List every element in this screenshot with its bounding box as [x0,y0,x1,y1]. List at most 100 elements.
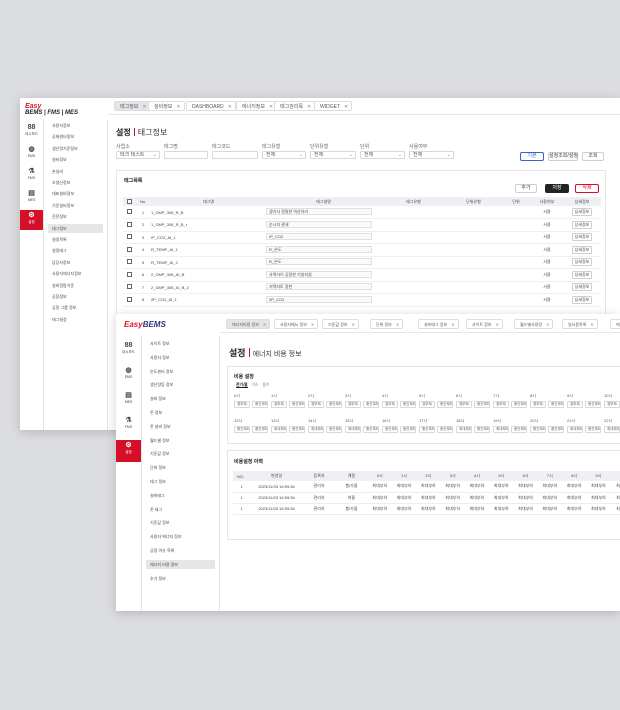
menu-item[interactable]: 설비알람기준 [52,282,75,288]
detail-button[interactable]: 상세정보 [571,283,593,292]
row-checkbox[interactable] [126,259,132,265]
filter-input-6[interactable]: 전체 ⌄ [409,151,454,159]
load-select-a[interactable]: 최대부하 ⌄ [456,426,472,433]
filter-input-1[interactable] [164,151,208,159]
rail-item-4[interactable]: ⚙ 설정 [20,210,43,230]
load-select-a[interactable]: 중간부하 ⌄ [530,426,546,433]
tab-1[interactable]: 설비정보 ✕ [148,101,185,111]
tab-2[interactable]: 기준값 정보 ✕ [322,319,359,329]
load-select-b[interactable]: 중간부하 ⌄ [437,426,453,433]
rail-item-0[interactable]: 88 대시보드 [20,122,43,142]
menu-item[interactable]: 태그설정 [52,316,67,322]
row-checkbox[interactable] [126,271,132,277]
table-row[interactable]: 2 1_GMP_308_R_B_r 순시지 관세 사용 상세정보 [123,218,601,232]
menu-item[interactable]: 설정목록 [52,237,67,242]
row-checkbox[interactable] [126,234,132,240]
menu-item[interactable]: 사용자정보 [52,123,71,128]
table-row[interactable]: 1 2023/11/03 16:59:36 관리자 봄/가을 최대부하 최대부하 최대부하 최… [233,481,620,493]
close-icon[interactable]: ✕ [351,322,355,327]
menu-item[interactable]: 추가 정보 [150,575,166,581]
tab-4[interactable]: 태그관리목 ✕ [274,101,316,111]
rail-item-2[interactable]: ▤ MES [116,390,141,412]
load-select-a[interactable]: 중간부하 ⌄ [419,426,435,433]
load-select-b[interactable]: 중간부하 ⌄ [363,426,379,433]
detail-button[interactable]: 상세정보 [571,220,593,229]
tag-desc-field[interactable]: 지역지토 정한 [266,283,372,291]
rail-item-4[interactable]: ⚙ 설정 [116,440,141,462]
close-icon[interactable]: ✕ [310,322,315,327]
load-select-b[interactable]: 중간부하 ⌄ [252,401,268,408]
menu-item[interactable]: 월드별 정보 [150,437,170,443]
close-icon[interactable]: ✕ [269,104,274,110]
filter-input-2[interactable] [212,151,258,159]
load-select-b[interactable]: 중간부하 ⌄ [548,426,564,433]
detail-button[interactable]: 상세정보 [571,295,593,304]
season-tab-1[interactable]: 가스 [251,383,259,387]
tag-desc-field[interactable]: 순시지 관세 [266,220,372,228]
tab-5[interactable]: 사이트 정보 ✕ [466,319,503,329]
load-select-a[interactable]: 경부하 ⌄ [382,401,398,408]
filter-input-0[interactable]: 테크 테스트 ⌄ [116,151,160,159]
tag-desc-field[interactable]: 2P_CO2 [266,295,372,303]
load-select-a[interactable]: 최대부하 ⌄ [567,426,583,433]
load-select-b[interactable]: 중간부하 ⌄ [326,426,342,433]
close-icon[interactable]: ✕ [590,322,594,327]
excel-button[interactable]: 설정조회/설정 [548,152,578,161]
menu-item[interactable]: 공제센터정보 [52,134,75,140]
menu-item[interactable]: 존 정보 [150,410,163,415]
load-select-b[interactable]: 중간부하 ⌄ [400,426,416,433]
load-select-a[interactable]: 경부하 ⌄ [271,401,287,408]
load-select-a[interactable]: 경부하 ⌄ [604,401,620,408]
menu-item[interactable]: 사용자 에너지 정보 [150,534,182,540]
rail-item-2[interactable]: ⚗ FMS [20,166,43,186]
load-select-a[interactable]: 최대부하 ⌄ [345,426,361,433]
menu-item[interactable]: 단위 정보 [150,465,166,471]
close-icon[interactable]: ✕ [451,322,455,327]
menu-item[interactable]: 존 설비 정보 [150,423,171,429]
load-select-b[interactable]: 중간부하 ⌄ [326,401,342,408]
load-select-a[interactable]: 최대부하 ⌄ [271,426,287,433]
menu-item[interactable]: 기준설비정보 [52,202,75,208]
tab-0[interactable]: 에너지비용 정보 ✕ [226,319,271,329]
load-select-b[interactable]: 중간부하 ⌄ [437,401,453,408]
tag-desc-field[interactable]: 생기사 정밀한 역산자리 [266,208,372,215]
tab-3[interactable]: 에너지정보 ✕ [236,101,278,111]
menu-item[interactable]: 공정 그룹 정보 [52,305,77,311]
menu-item[interactable]: 온도센터 정보 [150,368,174,374]
detail-button[interactable]: 상세정보 [571,258,593,267]
tab-6[interactable]: 월드별사용량 ✕ [514,319,554,329]
rail-item-3[interactable]: ⚗ FMS [116,415,141,437]
filter-input-4[interactable]: 전체 ⌄ [310,151,356,159]
load-select-a[interactable]: 경부하 ⌄ [419,401,435,408]
load-select-a[interactable]: 최대부하 ⌄ [308,426,324,433]
menu-item[interactable]: 설비 정보 [150,396,166,402]
menu-item[interactable]: 존 태그 [150,506,163,512]
menu-item[interactable]: 조생산정보 [52,180,71,185]
tag-desc-field[interactable]: R_온도 [266,258,372,266]
menu-item[interactable]: 진전정보 [52,214,67,220]
close-icon[interactable]: ✕ [546,322,550,327]
close-icon[interactable]: ✕ [227,104,232,110]
season-tab-2[interactable]: 용수 [262,383,270,387]
detail-button[interactable]: 상세정보 [571,270,593,279]
menu-item[interactable]: 공정 이슈 목록 [150,548,175,553]
tab-5[interactable]: WIDGET ✕ [314,101,353,111]
load-select-a[interactable]: 최대부하 ⌄ [604,426,620,433]
menu-item[interactable]: 태그 정보 [150,479,166,484]
menu-item[interactable]: 기준값 정보 [150,520,170,526]
menu-item[interactable]: 공장정보 [52,294,67,299]
menu-item[interactable]: 손실비 [52,168,64,174]
menu-item[interactable]: 설비정보 [52,157,67,163]
table-row[interactable]: 5 R_TEMP_AI_2 R_온도 사용 상세정보 [123,256,601,269]
load-select-a[interactable]: 중간부하 ⌄ [382,426,398,433]
close-icon[interactable]: ✕ [262,322,267,327]
delete-button[interactable]: 삭제 [575,184,599,193]
close-icon[interactable]: ✕ [307,104,312,110]
load-select-b[interactable]: 중간부하 ⌄ [363,401,379,408]
search-button[interactable]: 기본 [520,152,544,161]
load-select-b[interactable]: 중간부하 ⌄ [400,401,416,408]
rail-item-1[interactable]: ◍ EMS [20,144,43,164]
load-select-b[interactable]: 중간부하 ⌄ [548,401,564,408]
load-select-a[interactable]: 경부하 ⌄ [234,401,250,408]
table-row[interactable]: 1 2023/11/03 16:59:36 관리자 봄/가을 최대부하 최대부하 최대부하 최… [233,503,620,515]
